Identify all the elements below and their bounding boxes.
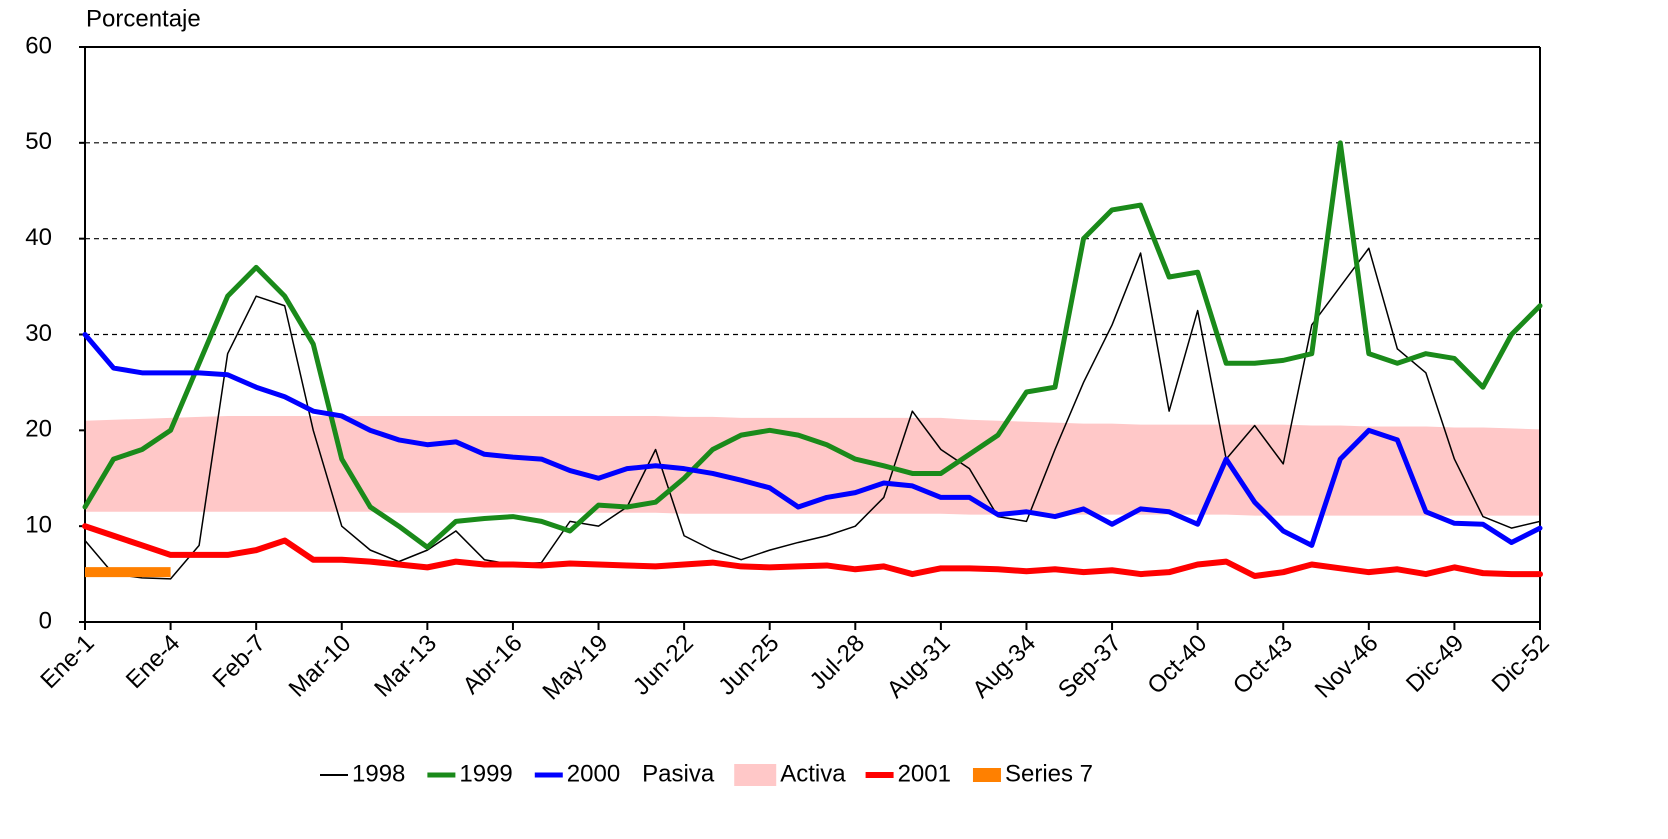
x-tick-label: Aug-31 [882,630,956,704]
legend-label: 1998 [352,760,405,787]
legend-label: Series 7 [1005,760,1093,787]
y-tick-label: 60 [25,32,52,59]
y-tick-label: 50 [25,128,52,155]
x-tick-label: Dic-52 [1487,630,1555,698]
legend-swatch [734,764,777,786]
x-tick-label: Mar-10 [284,630,357,703]
x-tick-label: Aug-34 [967,630,1041,704]
y-tick-label: 20 [25,416,52,443]
x-tick-label: Dic-49 [1401,630,1469,698]
x-tick-label: Abr-16 [458,630,528,700]
legend-label: Pasiva [642,760,715,787]
legend-label: 1999 [459,760,512,787]
x-tick-label: Feb-7 [207,630,270,693]
x-tick-label: May-19 [538,630,614,706]
y-tick-label: 30 [25,320,52,347]
y-tick-label: 40 [25,224,52,251]
legend-label: Activa [780,760,846,787]
x-tick-label: Jun-25 [713,630,784,701]
x-tick-label: Jun-22 [628,630,699,701]
x-tick-label: Oct-40 [1142,630,1212,700]
y-tick-label: 0 [39,607,52,634]
line [84,247,1541,580]
y-tick-label: 10 [25,512,52,539]
x-tick-label: Nov-46 [1310,630,1384,704]
y-axis-label: Porcentaje [86,5,201,32]
x-tick-label: Sep-37 [1053,630,1127,704]
x-tick-label: Ene-4 [121,630,185,694]
line [82,332,1543,548]
x-tick-label: Mar-13 [369,630,442,703]
x-tick-label: Oct-43 [1228,630,1298,700]
x-tick-label: Jul-28 [805,630,870,695]
line [82,140,1543,550]
legend-label: 2001 [898,760,951,787]
legend-label: 2000 [567,760,620,787]
x-tick-label: Ene-1 [35,630,99,694]
line [82,523,1543,579]
